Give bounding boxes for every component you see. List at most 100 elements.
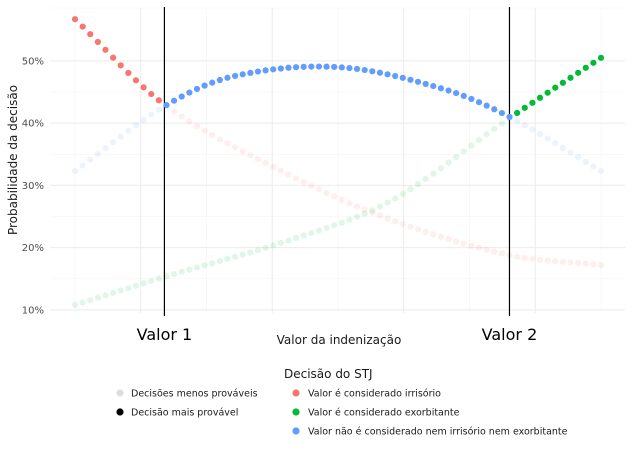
point-irrisorio (79, 23, 86, 30)
point-nem (292, 64, 300, 71)
point-faded-nem (155, 106, 162, 113)
point-faded-irrisorio (468, 242, 475, 249)
y-tick-label: 10% (22, 305, 44, 316)
point-faded-irrisorio (590, 261, 597, 268)
point-nem (338, 64, 345, 71)
point-faded-nem (529, 126, 536, 133)
vline-label-2: Valor 2 (482, 325, 538, 344)
point-faded-irrisorio (224, 140, 231, 147)
point-nem (163, 102, 170, 109)
point-faded-irrisorio (544, 257, 551, 264)
point-faded-irrisorio (399, 220, 406, 228)
point-faded-exorbitante (353, 213, 361, 220)
point-nem (475, 99, 483, 106)
point-faded-irrisorio (430, 231, 437, 238)
point-nem (308, 63, 315, 70)
point-faded-nem (110, 139, 117, 146)
y-axis-title: Probabilidade da decisão (6, 85, 20, 235)
legend-key-color (292, 427, 300, 435)
point-nem (171, 97, 178, 104)
faded-points (71, 102, 605, 309)
point-faded-irrisorio (270, 163, 277, 170)
point-faded-irrisorio (216, 136, 223, 143)
point-faded-exorbitante (148, 277, 155, 285)
legend-label-alpha: Decisão mais provável (131, 408, 238, 419)
point-faded-exorbitante (201, 262, 208, 269)
point-faded-irrisorio (529, 255, 536, 263)
point-exorbitante (567, 74, 574, 81)
point-faded-nem (514, 117, 521, 125)
legend: Decisão do STJ Decisões menos prováveis D… (116, 367, 568, 438)
point-faded-exorbitante (262, 244, 269, 251)
point-nem (270, 66, 277, 73)
point-faded-nem (567, 149, 574, 156)
legend-label-color: Valor é considerado exorbitante (308, 408, 460, 419)
point-faded-nem (87, 156, 94, 163)
point-nem (216, 76, 223, 84)
point-nem (491, 106, 498, 113)
point-nem (323, 63, 330, 70)
point-faded-exorbitante (79, 299, 86, 306)
point-faded-exorbitante (71, 301, 79, 309)
point-faded-irrisorio (277, 167, 284, 174)
point-faded-exorbitante (186, 266, 193, 273)
y-tick-labels: 10% 20% 30% 40% 50% (22, 56, 44, 316)
point-exorbitante (582, 64, 589, 71)
point-faded-irrisorio (262, 159, 269, 167)
point-faded-irrisorio (453, 238, 460, 245)
point-faded-exorbitante (498, 120, 505, 127)
point-faded-exorbitante (231, 253, 239, 260)
point-faded-irrisorio (491, 248, 498, 255)
grid-major (50, 8, 625, 313)
point-faded-exorbitante (369, 207, 376, 214)
point-faded-irrisorio (407, 223, 414, 230)
point-faded-nem (521, 122, 528, 129)
point-faded-exorbitante (178, 268, 185, 275)
point-nem (239, 71, 246, 78)
point-irrisorio (110, 54, 117, 61)
point-faded-irrisorio (346, 200, 353, 207)
legend-title: Decisão do STJ (284, 367, 373, 381)
point-exorbitante (544, 89, 551, 96)
point-nem (384, 71, 391, 78)
point-faded-exorbitante (102, 292, 109, 299)
point-nem (254, 68, 262, 75)
point-faded-exorbitante (224, 255, 231, 263)
point-faded-nem (102, 145, 109, 152)
point-nem (414, 78, 422, 85)
point-faded-irrisorio (239, 148, 246, 155)
point-faded-irrisorio (338, 196, 345, 203)
y-tick-label: 50% (22, 56, 44, 67)
point-faded-exorbitante (323, 224, 330, 232)
point-nem (407, 76, 414, 83)
point-nem (361, 66, 368, 74)
point-nem (201, 82, 208, 89)
point-faded-nem (117, 133, 124, 140)
point-faded-irrisorio (186, 118, 193, 125)
point-nem (331, 63, 338, 71)
legend-label-alpha: Decisões menos prováveis (131, 389, 258, 400)
point-nem (353, 65, 361, 73)
point-nem (437, 85, 445, 92)
point-faded-exorbitante (285, 237, 292, 244)
point-faded-exorbitante (308, 229, 315, 237)
point-nem (460, 92, 467, 99)
point-faded-exorbitante (140, 280, 147, 287)
point-nem (186, 89, 193, 96)
point-faded-irrisorio (231, 144, 239, 151)
point-faded-exorbitante (277, 239, 284, 247)
point-nem (369, 68, 376, 75)
point-irrisorio (132, 77, 140, 84)
point-faded-irrisorio (247, 152, 254, 159)
point-faded-irrisorio (323, 189, 330, 197)
point-irrisorio (71, 16, 79, 23)
legend-key-alpha (116, 389, 124, 397)
point-nem (376, 69, 384, 76)
point-faded-exorbitante (338, 219, 345, 226)
point-irrisorio (117, 62, 124, 69)
point-faded-exorbitante (392, 195, 399, 202)
point-faded-exorbitante (346, 216, 353, 223)
point-faded-nem (125, 127, 132, 134)
point-faded-irrisorio (209, 131, 216, 139)
point-faded-exorbitante (315, 227, 323, 234)
